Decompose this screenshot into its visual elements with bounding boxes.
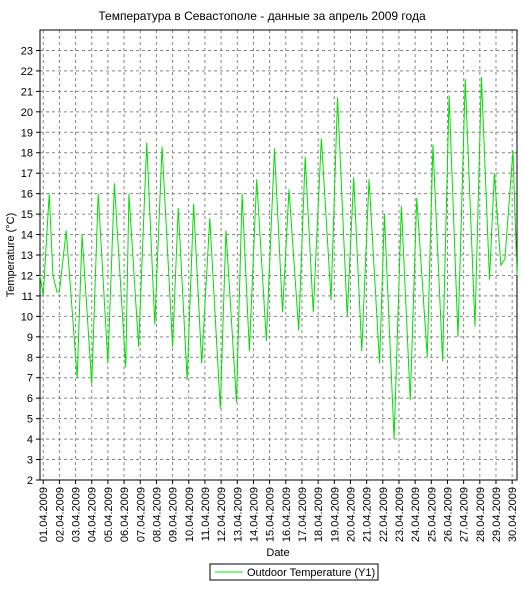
x-tick-label: 19.04.2009 — [329, 487, 341, 542]
x-tick-label: 15.04.2009 — [265, 487, 277, 542]
y-tick-label: 19 — [21, 127, 33, 139]
y-tick-label: 16 — [21, 189, 33, 201]
y-tick-label: 21 — [21, 86, 33, 98]
x-tick-label: 22.04.2009 — [378, 487, 390, 542]
x-tick-label: 03.04.2009 — [71, 487, 83, 542]
x-tick-label: 21.04.2009 — [362, 487, 374, 542]
y-tick-label: 10 — [21, 311, 33, 323]
data-line — [39, 77, 518, 440]
y-tick-label: 9 — [27, 332, 33, 344]
y-tick-label: 4 — [27, 434, 33, 446]
x-tick-label: 02.04.2009 — [54, 487, 66, 542]
plot-border — [39, 29, 518, 481]
x-tick-label: 27.04.2009 — [459, 487, 471, 542]
x-tick-label: 10.04.2009 — [184, 487, 196, 542]
x-tick-label: 26.04.2009 — [442, 487, 454, 542]
x-tick-label: 07.04.2009 — [135, 487, 147, 542]
x-tick-label: 04.04.2009 — [87, 487, 99, 542]
x-tick-label: 29.04.2009 — [491, 487, 503, 542]
x-tick-label: 28.04.2009 — [475, 487, 487, 542]
x-tick-label: 30.04.2009 — [507, 487, 519, 542]
y-tick-label: 3 — [27, 455, 33, 467]
y-tick-label: 7 — [27, 373, 33, 385]
legend-label: Outdoor Temperature (Y1) — [247, 567, 375, 579]
x-tick-label: 05.04.2009 — [103, 487, 115, 542]
x-tick-label: 01.04.2009 — [38, 487, 50, 542]
x-tick-label: 16.04.2009 — [281, 487, 293, 542]
x-axis-label: Date — [266, 547, 289, 559]
y-tick-label: 15 — [21, 209, 33, 221]
y-tick-label: 5 — [27, 414, 33, 426]
x-tick-label: 18.04.2009 — [313, 487, 325, 542]
x-tick-label: 23.04.2009 — [394, 487, 406, 542]
x-tick-label: 08.04.2009 — [151, 487, 163, 542]
y-tick-label: 17 — [21, 168, 33, 180]
y-axis-label: Temperature (°C) — [5, 213, 17, 297]
x-tick-label: 20.04.2009 — [345, 487, 357, 542]
x-tick-label: 24.04.2009 — [410, 487, 422, 542]
x-tick-label: 14.04.2009 — [248, 487, 260, 542]
y-tick-label: 2 — [27, 475, 33, 487]
y-tick-label: 20 — [21, 107, 33, 119]
x-tick-label: 25.04.2009 — [426, 487, 438, 542]
x-tick-label: 13.04.2009 — [232, 487, 244, 542]
y-tick-label: 13 — [21, 250, 33, 262]
chart-title: Температура в Севастополе - данные за ап… — [98, 9, 426, 23]
y-tick-label: 22 — [21, 66, 33, 78]
legend-box — [209, 563, 379, 581]
y-tick-label: 18 — [21, 148, 33, 160]
y-tick-label: 8 — [27, 352, 33, 364]
x-tick-label: 17.04.2009 — [297, 487, 309, 542]
y-tick-label: 23 — [21, 45, 33, 57]
x-tick-label: 06.04.2009 — [119, 487, 131, 542]
y-tick-label: 6 — [27, 393, 33, 405]
y-tick-label: 12 — [21, 270, 33, 282]
y-tick-label: 11 — [22, 291, 33, 303]
x-tick-label: 11.04.2009 — [200, 487, 212, 541]
y-tick-label: 14 — [21, 230, 33, 242]
x-tick-label: 12.04.2009 — [216, 487, 228, 542]
x-tick-label: 09.04.2009 — [168, 487, 180, 542]
